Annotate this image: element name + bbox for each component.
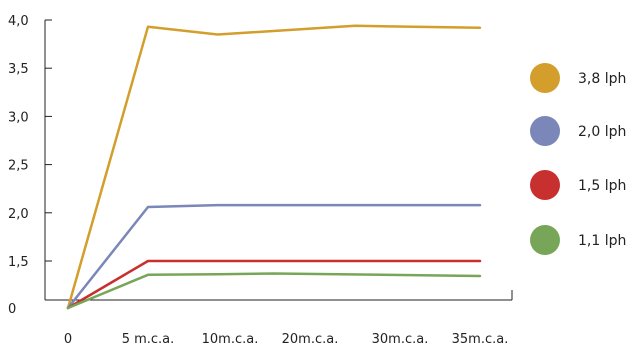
y-tick-label: 2,0 (8, 207, 29, 222)
series-line (66, 24, 482, 310)
legend-label: 1,1 lph (578, 233, 626, 249)
y-axis-ticks: 0 1,5 2,0 2,5 3,0 3,5 4,0 (8, 14, 52, 317)
x-axis-ticks: 0 5 m.c.a. 10m.c.a. 20m.c.a. 30m.c.a. 35m.c.a… (64, 290, 513, 345)
series-line (66, 272, 482, 310)
legend-marker (530, 225, 560, 255)
x-tick-label: 0 (64, 332, 72, 345)
y-tick-label: 0 (8, 302, 16, 317)
x-tick-label: 5 m.c.a. (122, 332, 175, 345)
legend-label: 2,0 lph (578, 124, 626, 140)
legend-label: 3,8 lph (578, 71, 626, 87)
x-tick-label: 20m.c.a. (282, 332, 339, 345)
series-line (66, 203, 482, 310)
y-tick-label: 1,5 (8, 255, 29, 270)
x-tick-label: 35m.c.a. (452, 332, 509, 345)
legend-marker (530, 170, 560, 200)
legend-label: 1,5 lph (578, 178, 626, 194)
legend-marker (530, 116, 560, 146)
series-lines (66, 24, 482, 310)
legend: 3,8 lph 2,0 lph 1,5 lph 1,1 lph (530, 63, 626, 255)
legend-marker (530, 63, 560, 93)
y-tick-label: 3,5 (8, 62, 29, 77)
y-tick-label: 3,0 (8, 110, 29, 125)
y-tick-label: 4,0 (8, 14, 29, 29)
y-tick-label: 2,5 (8, 159, 29, 174)
x-tick-label: 10m.c.a. (202, 332, 259, 345)
series-line (66, 259, 482, 310)
x-tick-label: 30m.c.a. (372, 332, 429, 345)
